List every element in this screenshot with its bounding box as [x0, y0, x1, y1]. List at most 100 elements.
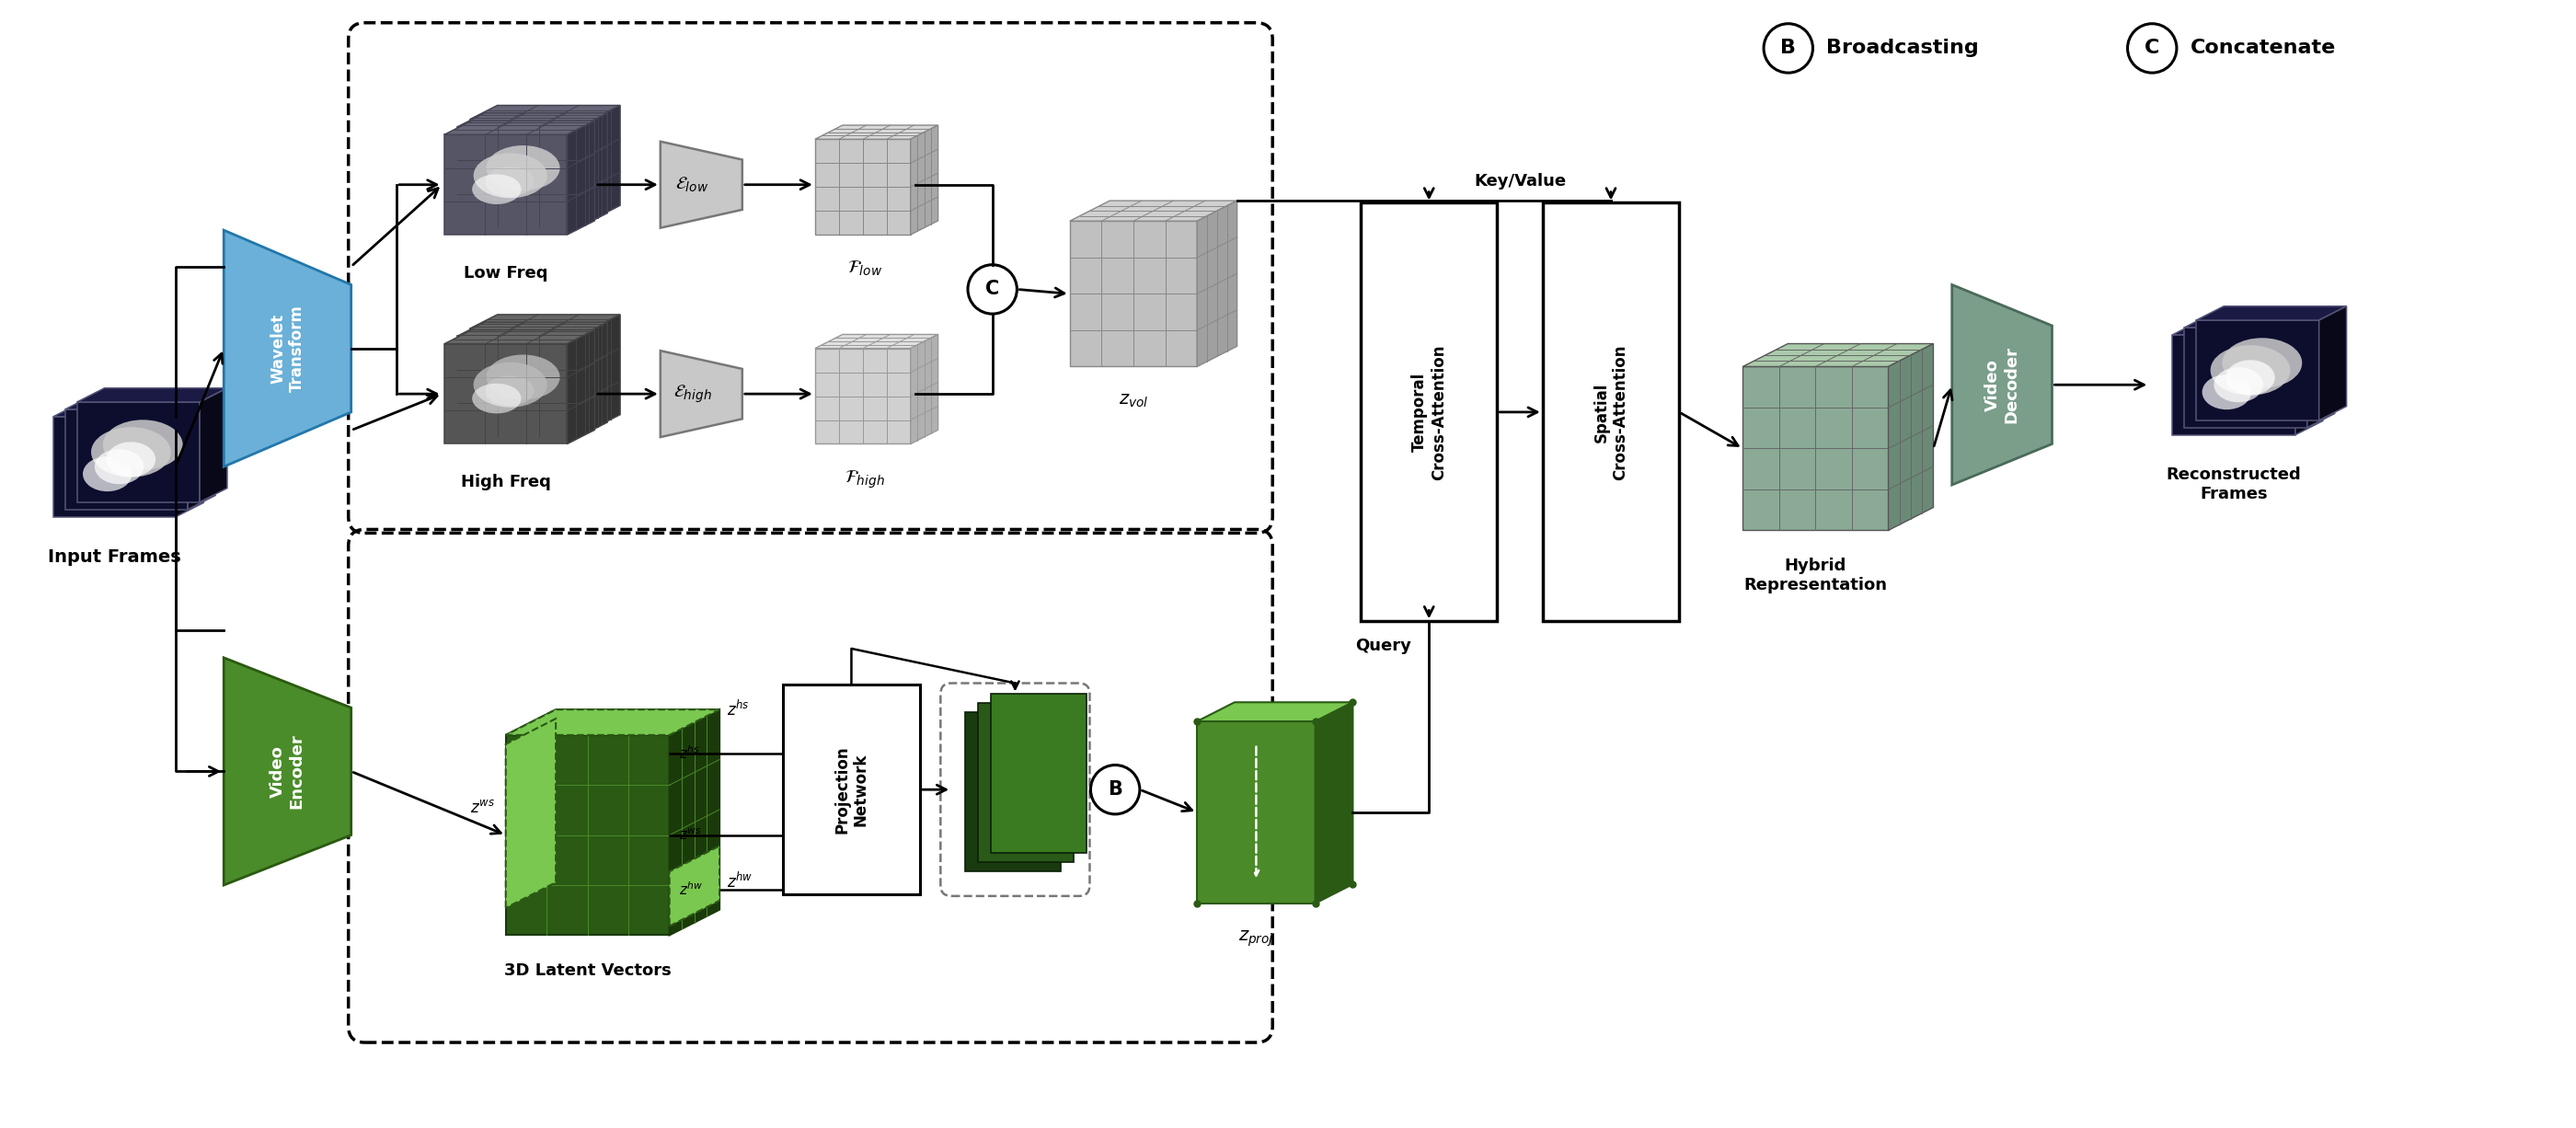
- Polygon shape: [2184, 327, 2308, 428]
- Polygon shape: [64, 409, 188, 510]
- Polygon shape: [1198, 703, 1352, 722]
- Ellipse shape: [487, 354, 559, 399]
- Polygon shape: [659, 141, 742, 228]
- Text: $z^{hs}$: $z^{hs}$: [726, 699, 750, 720]
- Text: $z^{ws}$: $z^{ws}$: [677, 828, 701, 843]
- Polygon shape: [567, 121, 595, 235]
- Bar: [1543, 203, 1680, 622]
- Text: Video
Decoder: Video Decoder: [1984, 346, 2020, 423]
- Polygon shape: [670, 846, 719, 926]
- Polygon shape: [456, 127, 580, 227]
- Ellipse shape: [2202, 374, 2251, 409]
- Polygon shape: [2172, 320, 2324, 335]
- Ellipse shape: [2213, 368, 2264, 403]
- Polygon shape: [505, 735, 670, 935]
- Text: $\mathcal{F}_{low}$: $\mathcal{F}_{low}$: [848, 259, 884, 277]
- Polygon shape: [224, 230, 350, 467]
- Text: $\mathcal{F}_{high}$: $\mathcal{F}_{high}$: [845, 468, 886, 490]
- Polygon shape: [64, 395, 216, 409]
- Bar: [992, 694, 1087, 853]
- Ellipse shape: [500, 347, 572, 393]
- Ellipse shape: [497, 159, 546, 190]
- Text: Video
Encoder: Video Encoder: [270, 734, 307, 809]
- Polygon shape: [670, 710, 719, 935]
- Polygon shape: [1198, 722, 1316, 904]
- Text: Input Frames: Input Frames: [49, 548, 180, 566]
- Text: Concatenate: Concatenate: [2190, 39, 2336, 58]
- Ellipse shape: [497, 368, 546, 398]
- Polygon shape: [456, 323, 608, 336]
- Text: Temporal
Cross-Attention: Temporal Cross-Attention: [1412, 344, 1448, 479]
- Ellipse shape: [484, 376, 533, 406]
- Polygon shape: [2308, 314, 2334, 428]
- Polygon shape: [505, 710, 719, 735]
- Polygon shape: [188, 395, 216, 510]
- Polygon shape: [2295, 320, 2324, 434]
- Polygon shape: [592, 315, 621, 429]
- Polygon shape: [1069, 201, 1236, 221]
- Text: Broadcasting: Broadcasting: [1826, 39, 1978, 58]
- Text: Reconstructed
Frames: Reconstructed Frames: [2166, 467, 2300, 502]
- Polygon shape: [814, 334, 938, 349]
- Polygon shape: [175, 403, 204, 517]
- Ellipse shape: [95, 449, 144, 484]
- Text: $z_{proj}$: $z_{proj}$: [1239, 928, 1275, 949]
- Polygon shape: [224, 658, 350, 885]
- Polygon shape: [909, 334, 938, 444]
- Text: $z_{vol}$: $z_{vol}$: [1118, 393, 1149, 409]
- Polygon shape: [2184, 314, 2334, 327]
- Polygon shape: [814, 125, 938, 139]
- Polygon shape: [446, 344, 567, 444]
- Text: $\mathcal{E}_{low}$: $\mathcal{E}_{low}$: [675, 175, 708, 194]
- Text: $z^{hw}$: $z^{hw}$: [726, 872, 752, 891]
- Polygon shape: [1953, 284, 2053, 485]
- Polygon shape: [469, 105, 621, 120]
- Polygon shape: [2197, 320, 2318, 421]
- Ellipse shape: [106, 442, 155, 477]
- Polygon shape: [77, 402, 201, 502]
- Polygon shape: [580, 113, 608, 227]
- Text: Query: Query: [1355, 637, 1412, 654]
- Polygon shape: [1316, 703, 1352, 904]
- Text: $z^{hw}$: $z^{hw}$: [677, 881, 703, 898]
- Polygon shape: [54, 416, 175, 517]
- Ellipse shape: [484, 167, 533, 196]
- Polygon shape: [659, 351, 742, 438]
- Polygon shape: [505, 710, 719, 735]
- Text: $\mathcal{E}_{high}$: $\mathcal{E}_{high}$: [672, 384, 711, 405]
- Text: Projection
Network: Projection Network: [835, 746, 868, 834]
- Text: 3D Latent Vectors: 3D Latent Vectors: [505, 962, 672, 979]
- Polygon shape: [469, 120, 592, 220]
- Polygon shape: [1198, 201, 1236, 367]
- Ellipse shape: [471, 174, 520, 204]
- Ellipse shape: [80, 434, 160, 484]
- Ellipse shape: [500, 138, 572, 183]
- Polygon shape: [2318, 306, 2347, 421]
- Text: Low Freq: Low Freq: [464, 265, 549, 281]
- Ellipse shape: [474, 153, 546, 199]
- Text: B: B: [1108, 781, 1123, 799]
- Bar: [783, 685, 920, 895]
- Text: B: B: [1780, 39, 1795, 58]
- Polygon shape: [1744, 344, 1935, 367]
- Bar: [979, 703, 1074, 863]
- Ellipse shape: [2226, 360, 2275, 395]
- Text: $z^{ws}$: $z^{ws}$: [469, 800, 495, 816]
- Text: Key/Value: Key/Value: [1473, 174, 1566, 190]
- Polygon shape: [580, 323, 608, 437]
- Text: $z^{hs}$: $z^{hs}$: [677, 744, 701, 761]
- Polygon shape: [54, 403, 204, 416]
- Ellipse shape: [471, 384, 520, 414]
- Polygon shape: [909, 125, 938, 235]
- Polygon shape: [2172, 335, 2295, 434]
- Polygon shape: [446, 134, 567, 235]
- Polygon shape: [505, 719, 556, 908]
- Polygon shape: [469, 315, 621, 328]
- Text: Spatial
Cross-Attention: Spatial Cross-Attention: [1592, 344, 1628, 479]
- Polygon shape: [1744, 367, 1888, 530]
- Bar: [1360, 203, 1497, 622]
- Text: Hybrid
Representation: Hybrid Representation: [1744, 557, 1888, 593]
- Polygon shape: [814, 139, 909, 235]
- Ellipse shape: [487, 146, 559, 191]
- Polygon shape: [456, 113, 608, 127]
